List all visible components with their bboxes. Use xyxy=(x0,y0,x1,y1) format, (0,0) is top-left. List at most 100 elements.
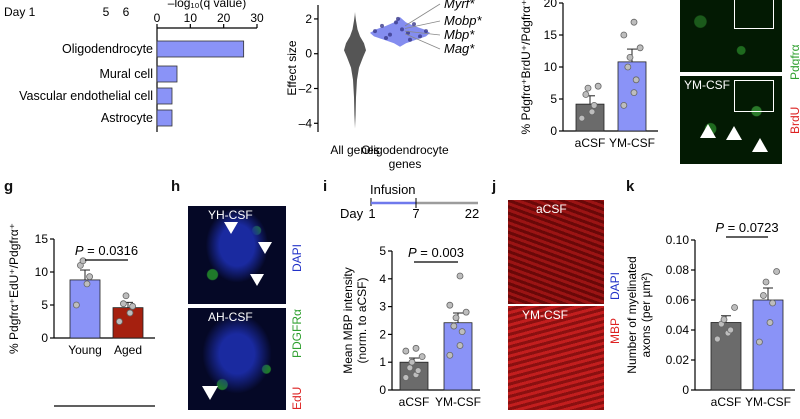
panel-letter-h: h xyxy=(171,178,181,195)
data-point xyxy=(582,91,590,98)
y-axis-label: Effect size xyxy=(285,40,299,95)
violin-all-genes xyxy=(344,11,366,129)
x-tick-label: Oligodendrocyte xyxy=(361,143,449,157)
data-point xyxy=(126,309,134,317)
y-tick-label: 0 xyxy=(682,383,689,397)
gene-point xyxy=(408,37,412,42)
micrograph-j-bottom: YM-CSF xyxy=(508,306,604,410)
data-point xyxy=(590,102,598,109)
header-tick: 5 xyxy=(103,5,110,19)
bar xyxy=(156,65,178,83)
micrograph-h-bottom: AH-CSF xyxy=(188,308,286,410)
micrograph-label: AH-CSF xyxy=(208,310,253,324)
micrograph-j-top: aCSF xyxy=(508,200,604,304)
arrowhead-icon xyxy=(258,242,272,254)
category-label: Oligodendrocyte xyxy=(62,42,153,56)
data-point xyxy=(79,257,87,265)
y-axis-label: % Pdgfrα⁺EdU⁺/Pdgfrα⁺ xyxy=(7,223,21,354)
data-point xyxy=(83,280,91,288)
timeline-day: 22 xyxy=(465,206,479,221)
data-point xyxy=(626,54,634,61)
x-tick-label: aCSF xyxy=(575,136,606,150)
y-tick-label: 0 xyxy=(379,383,386,397)
gene-annotation: Mobp* xyxy=(444,13,483,28)
y-tick-label: 5 xyxy=(550,92,557,106)
arrowhead-icon xyxy=(752,138,768,152)
annotation-leader xyxy=(404,33,441,50)
micrograph-top-right-1 xyxy=(680,0,782,72)
gene-point xyxy=(380,23,384,28)
data-point xyxy=(402,347,410,355)
gene-annotation: Mag* xyxy=(444,41,475,56)
data-point xyxy=(116,318,123,325)
data-point xyxy=(756,338,763,346)
gene-point xyxy=(412,22,416,27)
data-point xyxy=(766,319,774,326)
data-point xyxy=(450,322,458,330)
micrograph-h-top: YH-CSF xyxy=(188,206,286,304)
annotation-leader xyxy=(404,3,441,27)
bar xyxy=(156,40,245,58)
bar xyxy=(752,299,784,391)
category-label: Vascular endothelial cell xyxy=(19,89,153,103)
data-point xyxy=(406,364,414,372)
x-tick-label: YM-CSF xyxy=(609,136,655,150)
data-point xyxy=(588,108,596,116)
micrograph-label: YM-CSF xyxy=(522,308,568,322)
y-tick-label: 5 xyxy=(41,298,48,312)
data-point xyxy=(446,351,454,359)
data-point xyxy=(731,304,738,311)
data-point xyxy=(620,31,628,39)
data-point xyxy=(86,273,93,281)
timeline-title: Infusion xyxy=(370,182,416,197)
y-tick-label: 0 xyxy=(550,124,557,138)
bar xyxy=(156,87,173,105)
data-point xyxy=(632,76,640,84)
bar xyxy=(69,279,101,339)
x-tick-label: 20 xyxy=(217,11,231,25)
y-tick-label: 0.10 xyxy=(666,233,690,247)
p-value: P = 0.0316 xyxy=(75,243,138,258)
x-tick-label: YM-CSF xyxy=(745,395,791,409)
p-value: P = 0.003 xyxy=(408,245,464,260)
data-point xyxy=(760,292,767,299)
micrograph-label: YH-CSF xyxy=(208,208,253,222)
arrowhead-icon xyxy=(202,386,218,400)
y-tick-label: 10 xyxy=(544,60,558,74)
gene-point xyxy=(418,34,422,39)
category-label: Mural cell xyxy=(100,67,154,81)
y-tick-label: –4 xyxy=(299,116,313,130)
panel-letter-j: j xyxy=(492,178,497,195)
data-point xyxy=(720,316,728,323)
gene-annotation: Mbp* xyxy=(444,27,475,42)
panel-letter-k: k xyxy=(626,178,635,195)
data-point xyxy=(636,44,644,52)
data-point xyxy=(402,374,410,381)
data-point xyxy=(630,18,638,26)
bar xyxy=(156,109,173,127)
y-tick-label: 0.08 xyxy=(666,263,690,277)
timeline-day: 1 xyxy=(368,206,375,221)
gene-point xyxy=(394,20,398,25)
data-point xyxy=(624,63,632,71)
data-point xyxy=(446,301,454,309)
inset-box xyxy=(734,0,774,29)
data-point xyxy=(418,353,426,361)
y-tick-label: 0.06 xyxy=(666,293,690,307)
data-point xyxy=(412,344,420,352)
data-point xyxy=(122,292,130,300)
data-point xyxy=(73,301,80,309)
x-tick-label: aCSF xyxy=(711,395,742,409)
header-text: Day 1 xyxy=(4,5,36,19)
data-point xyxy=(620,102,628,109)
data-point xyxy=(408,358,416,366)
y-tick-label: 2 xyxy=(379,327,386,341)
micrograph-label: YM-CSF xyxy=(684,78,730,92)
gene-annotation: Myrf* xyxy=(444,0,475,11)
x-tick-label: genes xyxy=(389,157,422,171)
x-tick-label: 30 xyxy=(250,11,264,25)
data-point xyxy=(414,367,422,374)
panel-letter-i: i xyxy=(323,178,328,195)
y-tick-label: 1 xyxy=(379,355,386,369)
